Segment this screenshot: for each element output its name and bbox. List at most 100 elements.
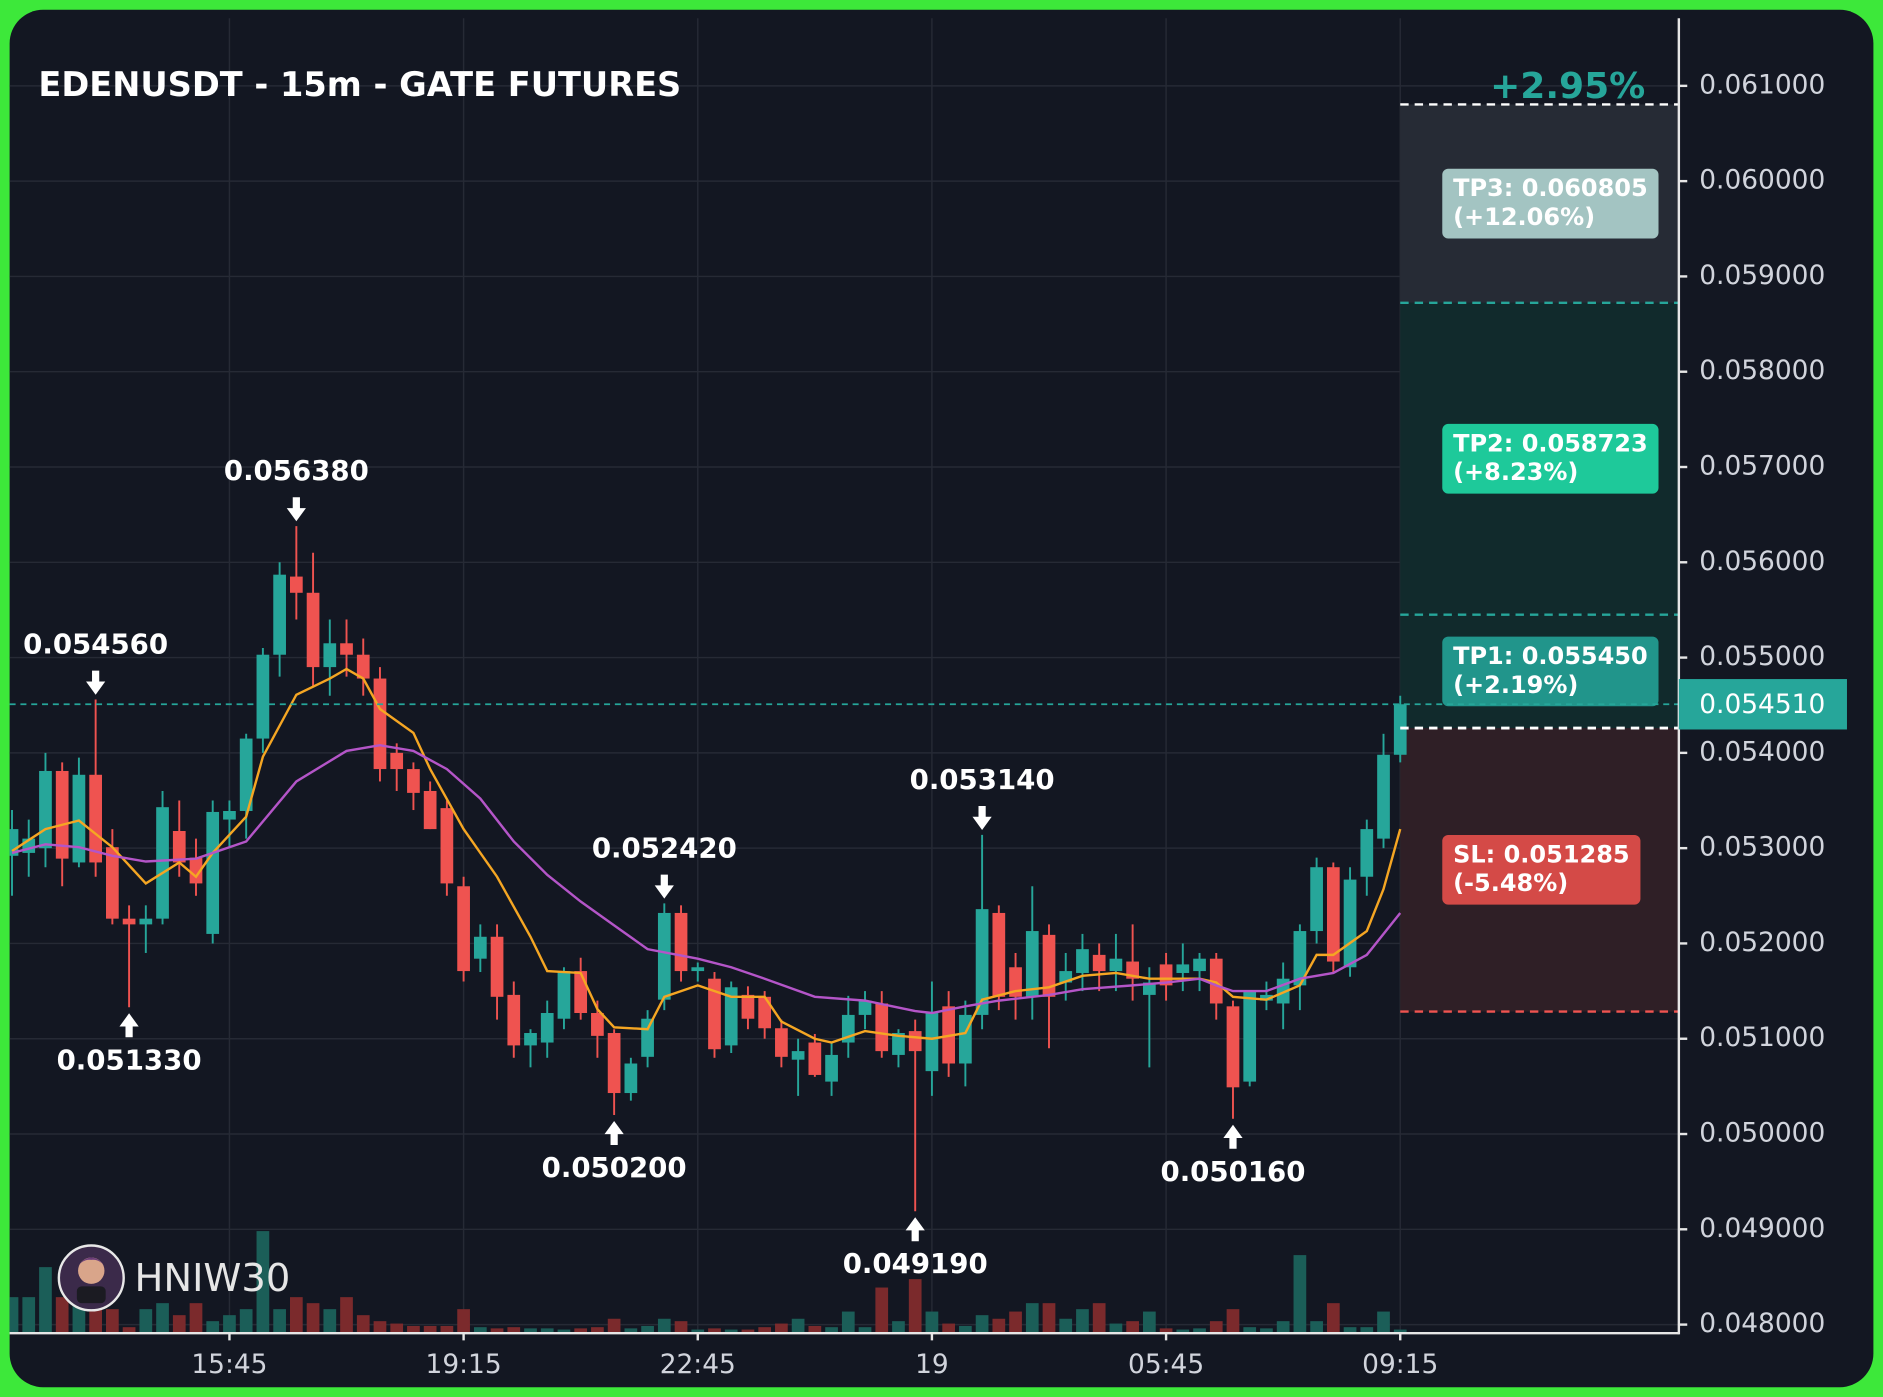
candle-body xyxy=(557,971,571,1019)
candle-body xyxy=(106,847,119,919)
volume-bar xyxy=(1243,1327,1257,1334)
last-price-label: 0.054510 xyxy=(1699,689,1825,720)
candle-body xyxy=(775,1028,788,1057)
volume-bar xyxy=(1176,1329,1190,1334)
candle-body xyxy=(708,978,721,1050)
candle-body xyxy=(256,654,270,739)
y-tick-label: 0.059000 xyxy=(1699,260,1825,291)
y-tick-label: 0.060000 xyxy=(1699,165,1825,196)
volume-bar xyxy=(1260,1328,1273,1334)
volume-bar xyxy=(239,1309,253,1334)
candle-body xyxy=(89,774,102,863)
candle-body xyxy=(591,1013,604,1036)
volume-bar xyxy=(524,1328,537,1334)
candle-body xyxy=(172,831,186,863)
level-note: (-5.48%) xyxy=(1453,869,1568,897)
watermark-text: HNIW30 xyxy=(135,1256,291,1301)
volume-bar xyxy=(942,1323,956,1334)
volume-bar xyxy=(473,1327,487,1334)
candle-body xyxy=(892,1033,905,1055)
volume xyxy=(9,1231,1407,1334)
volume-bar xyxy=(1193,1328,1206,1334)
volume-bar xyxy=(1009,1311,1022,1334)
candle-body xyxy=(273,574,286,655)
volume-bar xyxy=(758,1327,772,1334)
volume-bar xyxy=(22,1297,36,1334)
volume-bar xyxy=(139,1309,153,1334)
candle-body xyxy=(825,1054,838,1082)
volume-bar xyxy=(423,1325,437,1334)
x-tick-label: 05:45 xyxy=(1128,1349,1204,1380)
volume-bar xyxy=(674,1321,688,1334)
candle-body xyxy=(758,996,772,1029)
volume-bar xyxy=(557,1329,571,1334)
candle-body xyxy=(423,790,437,830)
y-tick-label: 0.053000 xyxy=(1699,832,1825,863)
candle-body xyxy=(1109,958,1123,972)
volume-bar xyxy=(691,1329,705,1334)
y-tick-label: 0.061000 xyxy=(1699,69,1825,100)
candle-body xyxy=(239,738,253,811)
volume-bar xyxy=(1159,1328,1173,1334)
candle-body xyxy=(674,912,688,972)
candle-body xyxy=(55,770,69,859)
candle-body xyxy=(908,1031,922,1052)
volume-bar xyxy=(708,1328,721,1334)
annotation-arrow xyxy=(604,1120,624,1145)
volume-bar xyxy=(825,1327,838,1334)
x-tick-label: 22:45 xyxy=(660,1349,736,1380)
candle-body xyxy=(390,752,404,770)
volume-bar xyxy=(156,1303,169,1334)
candle-body xyxy=(1143,982,1156,995)
annotation-arrow xyxy=(119,1013,139,1038)
candle-body xyxy=(992,912,1006,997)
candle-body xyxy=(657,912,671,1000)
level-note: (+8.23%) xyxy=(1453,458,1578,486)
candle-body xyxy=(607,1033,621,1094)
change-label: +2.95% xyxy=(1490,66,1645,107)
candle-body xyxy=(691,967,705,972)
level-label: SL: 0.051285 xyxy=(1453,840,1630,868)
candle-body xyxy=(1025,931,1039,997)
candle-body xyxy=(1343,879,1357,968)
volume-bar xyxy=(607,1318,621,1334)
annotation-label: 0.050160 xyxy=(1160,1155,1305,1188)
trade-levels: TP3: 0.060805(+12.06%) TP2: 0.058723(+8.2… xyxy=(9,103,1679,1013)
candles xyxy=(9,526,1407,1212)
x-tick-label: 19 xyxy=(915,1349,949,1380)
volume-bar xyxy=(223,1315,236,1334)
volume-bar xyxy=(39,1267,52,1334)
level-box xyxy=(1442,835,1641,905)
volume-bar xyxy=(256,1231,270,1334)
candle-body xyxy=(490,936,504,997)
axes: 0.048000 0.049000 0.050000 0.051000 0.052000… xyxy=(9,18,1847,1380)
volume-bar xyxy=(440,1325,454,1334)
candle-body xyxy=(1209,958,1223,1004)
candle-body xyxy=(156,807,169,919)
watermark: HNIW30 xyxy=(57,1244,291,1312)
volume-bar xyxy=(356,1315,370,1334)
candle-body xyxy=(189,857,203,884)
volume-bar xyxy=(975,1315,989,1334)
volume-bar xyxy=(373,1321,387,1334)
candle-body xyxy=(139,918,153,925)
volume-bar xyxy=(808,1325,822,1334)
candle-body xyxy=(540,1013,554,1043)
y-tick-label: 0.055000 xyxy=(1699,641,1825,672)
volume-bar xyxy=(574,1328,588,1334)
y-tick-label: 0.049000 xyxy=(1699,1213,1825,1244)
avatar-face xyxy=(78,1257,105,1284)
volume-bar xyxy=(1393,1329,1407,1334)
volume-bar xyxy=(1143,1311,1156,1334)
volume-bar xyxy=(106,1309,119,1334)
volume-bar xyxy=(9,1297,19,1334)
volume-bar xyxy=(791,1318,805,1334)
moving-average xyxy=(11,667,1402,1044)
y-tick-label: 0.050000 xyxy=(1699,1118,1825,1149)
volume-bar xyxy=(1377,1311,1390,1334)
candle-body xyxy=(1293,931,1307,986)
volume-bar xyxy=(1109,1323,1123,1334)
candle-body xyxy=(206,811,220,934)
candle-body xyxy=(1176,964,1190,973)
